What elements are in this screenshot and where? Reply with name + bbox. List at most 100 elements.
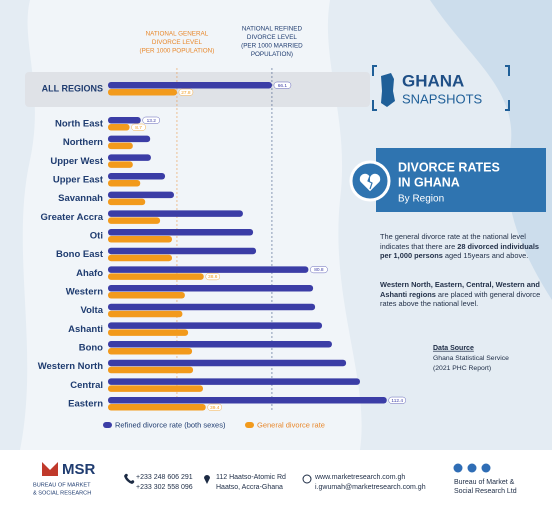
value-label-bg bbox=[207, 403, 222, 411]
address: 112 Haatso-Atomic Rd bbox=[216, 474, 286, 481]
bar bbox=[108, 292, 185, 299]
bar bbox=[108, 303, 316, 311]
bar bbox=[108, 124, 130, 131]
logo: GHANA SNAPSHOTS bbox=[372, 65, 510, 111]
phone: +233 302 558 096 bbox=[136, 484, 193, 491]
category-label: North East bbox=[55, 119, 104, 130]
decor-shape bbox=[430, 0, 552, 300]
bar bbox=[108, 329, 189, 336]
bar bbox=[108, 236, 172, 243]
category-label: Eastern bbox=[68, 399, 103, 410]
bar bbox=[108, 285, 314, 292]
address: Haatso, Accra-Ghana bbox=[216, 484, 283, 491]
value-label: 39.4 bbox=[210, 405, 220, 411]
category-label: Volta bbox=[80, 305, 103, 316]
category-label: Ahafo bbox=[76, 268, 103, 279]
social-name: Bureau of Market & bbox=[454, 479, 515, 486]
category-label: Bono East bbox=[56, 249, 104, 260]
bar bbox=[108, 217, 161, 224]
bar bbox=[108, 254, 172, 262]
annotation: (PER 1000 POPULATION) bbox=[140, 48, 215, 55]
value-label-bg bbox=[131, 123, 146, 131]
phone-icon bbox=[124, 473, 135, 484]
bar bbox=[108, 397, 387, 404]
social-name: Social Research Ltd bbox=[454, 488, 517, 495]
bar bbox=[108, 142, 133, 150]
bar bbox=[108, 378, 360, 385]
category-label: Western North bbox=[38, 361, 103, 372]
value-label-bg bbox=[388, 396, 406, 404]
bar bbox=[108, 210, 243, 217]
value-label: 13.2 bbox=[147, 118, 157, 124]
org-name: & SOCIAL RESEARCH bbox=[33, 490, 91, 496]
category-label: Central bbox=[70, 380, 103, 391]
bar bbox=[108, 154, 151, 161]
value-label-bg bbox=[273, 81, 292, 89]
category-label: Savannah bbox=[58, 193, 103, 204]
title-box bbox=[376, 148, 546, 212]
msr-icon bbox=[42, 462, 58, 476]
bar bbox=[108, 348, 193, 355]
bar bbox=[108, 247, 257, 255]
annotation: (PER 1000 MARRIED bbox=[241, 43, 303, 50]
value-label-bg bbox=[310, 266, 328, 274]
paragraph-text: 28 divorced individuals per 1,000 person… bbox=[380, 241, 539, 261]
value-label-bg bbox=[142, 116, 160, 124]
footer bbox=[0, 450, 552, 516]
bar bbox=[108, 266, 309, 273]
category-label: Northern bbox=[63, 137, 103, 148]
phone: +233 248 606 291 bbox=[136, 474, 193, 481]
source-line: Ghana Statistical Service bbox=[433, 355, 509, 362]
logo-subtitle: SNAPSHOTS bbox=[402, 91, 483, 106]
annotation: DIVORCE LEVEL bbox=[247, 34, 298, 41]
category-label: Greater Accra bbox=[41, 212, 104, 223]
bar bbox=[108, 273, 204, 280]
bar bbox=[108, 82, 272, 89]
paragraph-text: The general divorce rate at the national… bbox=[380, 232, 526, 251]
web-icon bbox=[302, 474, 312, 484]
category-label: Bono bbox=[79, 343, 103, 354]
bar bbox=[108, 191, 174, 199]
bar bbox=[108, 173, 166, 180]
bar bbox=[108, 359, 347, 367]
category-label: Upper West bbox=[50, 156, 103, 167]
legend-label: Refined divorce rate (both sexes) bbox=[115, 420, 226, 429]
twitter-icon bbox=[481, 463, 491, 473]
bar bbox=[108, 198, 146, 206]
paragraph: The general divorce rate at the national… bbox=[380, 232, 545, 261]
annotation: NATIONAL REFINED bbox=[242, 26, 303, 33]
category-label: Upper East bbox=[53, 175, 104, 186]
paragraph-text: aged 15years and above. bbox=[442, 251, 529, 261]
subtitle: By Region bbox=[398, 194, 444, 205]
paragraph-text: Western North, Eastern, Central, Western… bbox=[380, 280, 540, 299]
legend-swatch bbox=[103, 422, 112, 428]
email: i.gwumah@marketresearch.com.gh bbox=[315, 484, 426, 491]
paragraph-text: are placed with general divorce rates ab… bbox=[380, 289, 541, 309]
bar bbox=[108, 385, 203, 392]
facebook-icon bbox=[453, 463, 463, 473]
category-label: ALL REGIONS bbox=[42, 83, 103, 93]
legend-swatch bbox=[245, 422, 254, 428]
annotation: DIVORCE LEVEL bbox=[152, 39, 203, 46]
bar bbox=[108, 404, 206, 411]
value-label: 80.8 bbox=[314, 267, 324, 273]
title-line-1: DIVORCE RATES bbox=[398, 160, 500, 174]
bar bbox=[108, 117, 141, 124]
bar bbox=[108, 310, 183, 318]
value-label-bg bbox=[178, 88, 194, 96]
annotation: POPULATION) bbox=[251, 51, 293, 58]
value-label: 27.8 bbox=[181, 90, 191, 96]
source-line: (2021 PHC Report) bbox=[433, 365, 491, 372]
category-label: Western bbox=[66, 287, 104, 298]
bar bbox=[108, 229, 254, 236]
bar bbox=[108, 89, 177, 96]
value-label-bg bbox=[205, 273, 220, 281]
bar bbox=[108, 135, 151, 143]
category-label: Ashanti bbox=[68, 324, 103, 335]
instagram-icon bbox=[467, 463, 477, 473]
bar bbox=[108, 161, 133, 168]
value-label: 8.7 bbox=[135, 125, 142, 131]
bar bbox=[108, 322, 323, 329]
paragraph: Western North, Eastern, Central, Western… bbox=[380, 280, 545, 309]
